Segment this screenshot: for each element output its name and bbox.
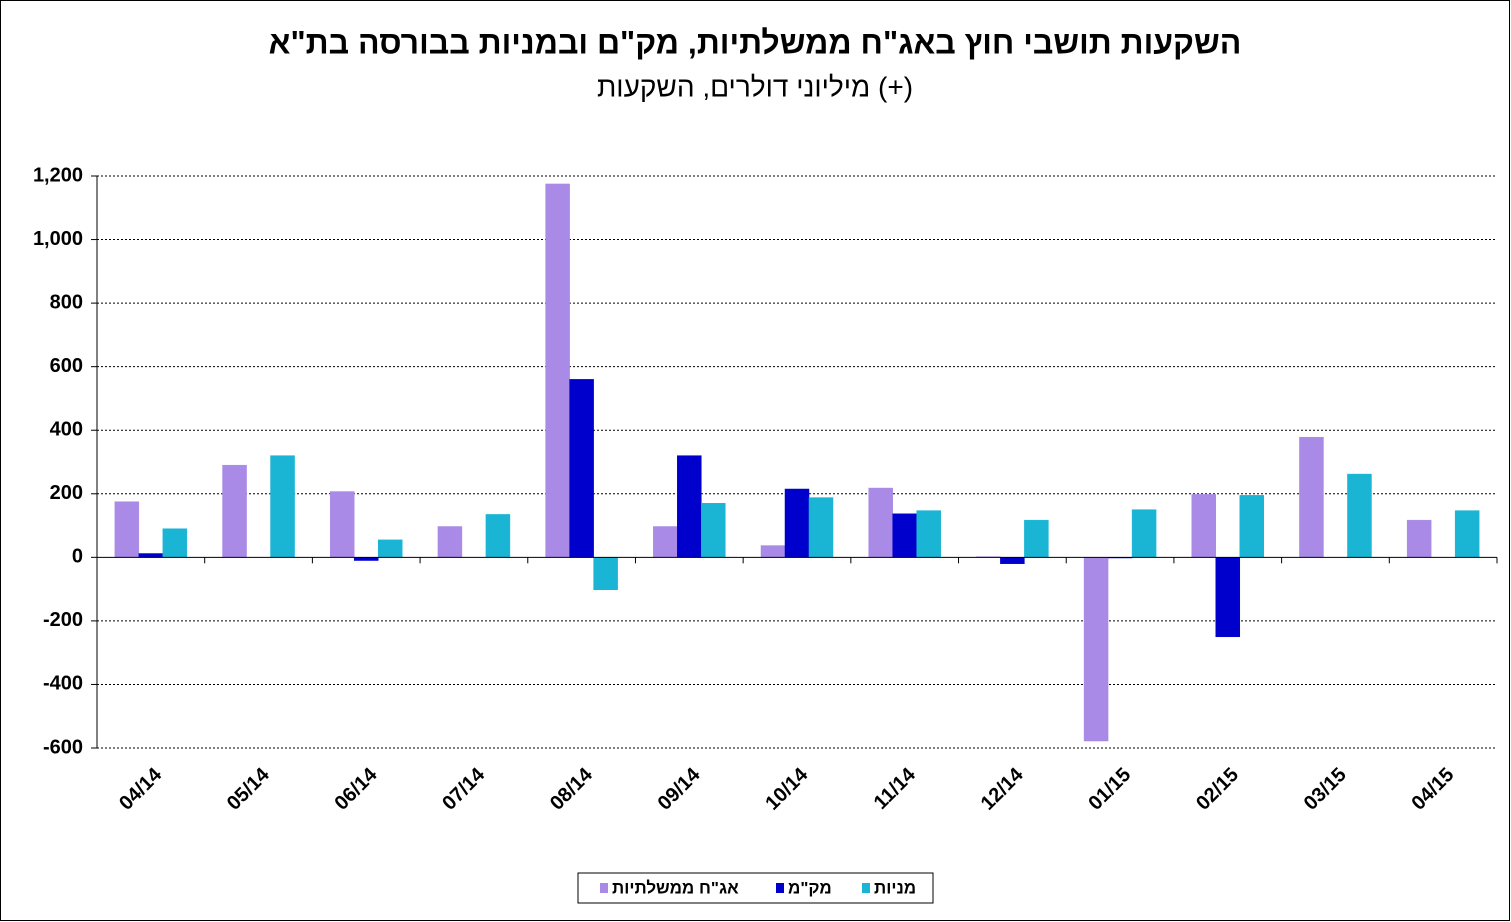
bar [1347, 473, 1372, 558]
y-tick-label: -600 [43, 736, 83, 758]
bar [653, 526, 678, 558]
bar [701, 503, 726, 558]
chart-subtitle: מיליוני דולרים, השקעות (+) [597, 71, 913, 102]
legend-label: מק"מ [788, 878, 832, 897]
legend-marker [776, 883, 784, 893]
y-tick-label: 400 [50, 419, 83, 441]
bar [222, 464, 247, 558]
chart-title: השקעות תושבי חוץ באג"ח ממשלתיות, מק"ם וב… [269, 24, 1242, 60]
bar [1131, 509, 1157, 558]
bar [485, 514, 511, 558]
bar [1083, 557, 1109, 742]
bar [1000, 557, 1025, 564]
y-tick-label: 1,000 [33, 228, 83, 250]
y-tick-label: -200 [43, 609, 83, 631]
y-tick-label: 0 [72, 546, 83, 568]
bar [162, 528, 188, 558]
bar [114, 501, 140, 558]
bar [593, 557, 618, 590]
legend [577, 872, 934, 904]
bar [1406, 519, 1432, 558]
bar [784, 488, 810, 558]
bar [545, 183, 570, 558]
y-tick-label: 200 [50, 482, 83, 504]
bar [329, 491, 355, 558]
bar [569, 379, 594, 558]
bar [1239, 495, 1265, 558]
bar [1024, 519, 1049, 558]
bar [1191, 494, 1217, 558]
bar [437, 526, 463, 558]
bar [760, 545, 786, 558]
y-tick-label: 1,200 [33, 164, 83, 186]
bar [1215, 557, 1241, 638]
bar [868, 487, 893, 558]
y-tick-label: -400 [43, 673, 83, 695]
bar [270, 455, 295, 558]
bar [916, 510, 941, 558]
legend-marker [600, 883, 608, 893]
bar [138, 553, 164, 558]
legend-label: מניות [874, 878, 916, 897]
y-tick-label: 600 [50, 355, 83, 377]
bar [377, 539, 403, 558]
legend-label: אג"ח ממשלתיות [612, 878, 739, 897]
bar [677, 455, 702, 558]
bar [1454, 510, 1480, 558]
bar [892, 513, 917, 558]
legend-marker [862, 883, 870, 893]
y-tick-label: 800 [50, 291, 83, 313]
bar [1299, 436, 1324, 558]
bar [808, 497, 834, 558]
